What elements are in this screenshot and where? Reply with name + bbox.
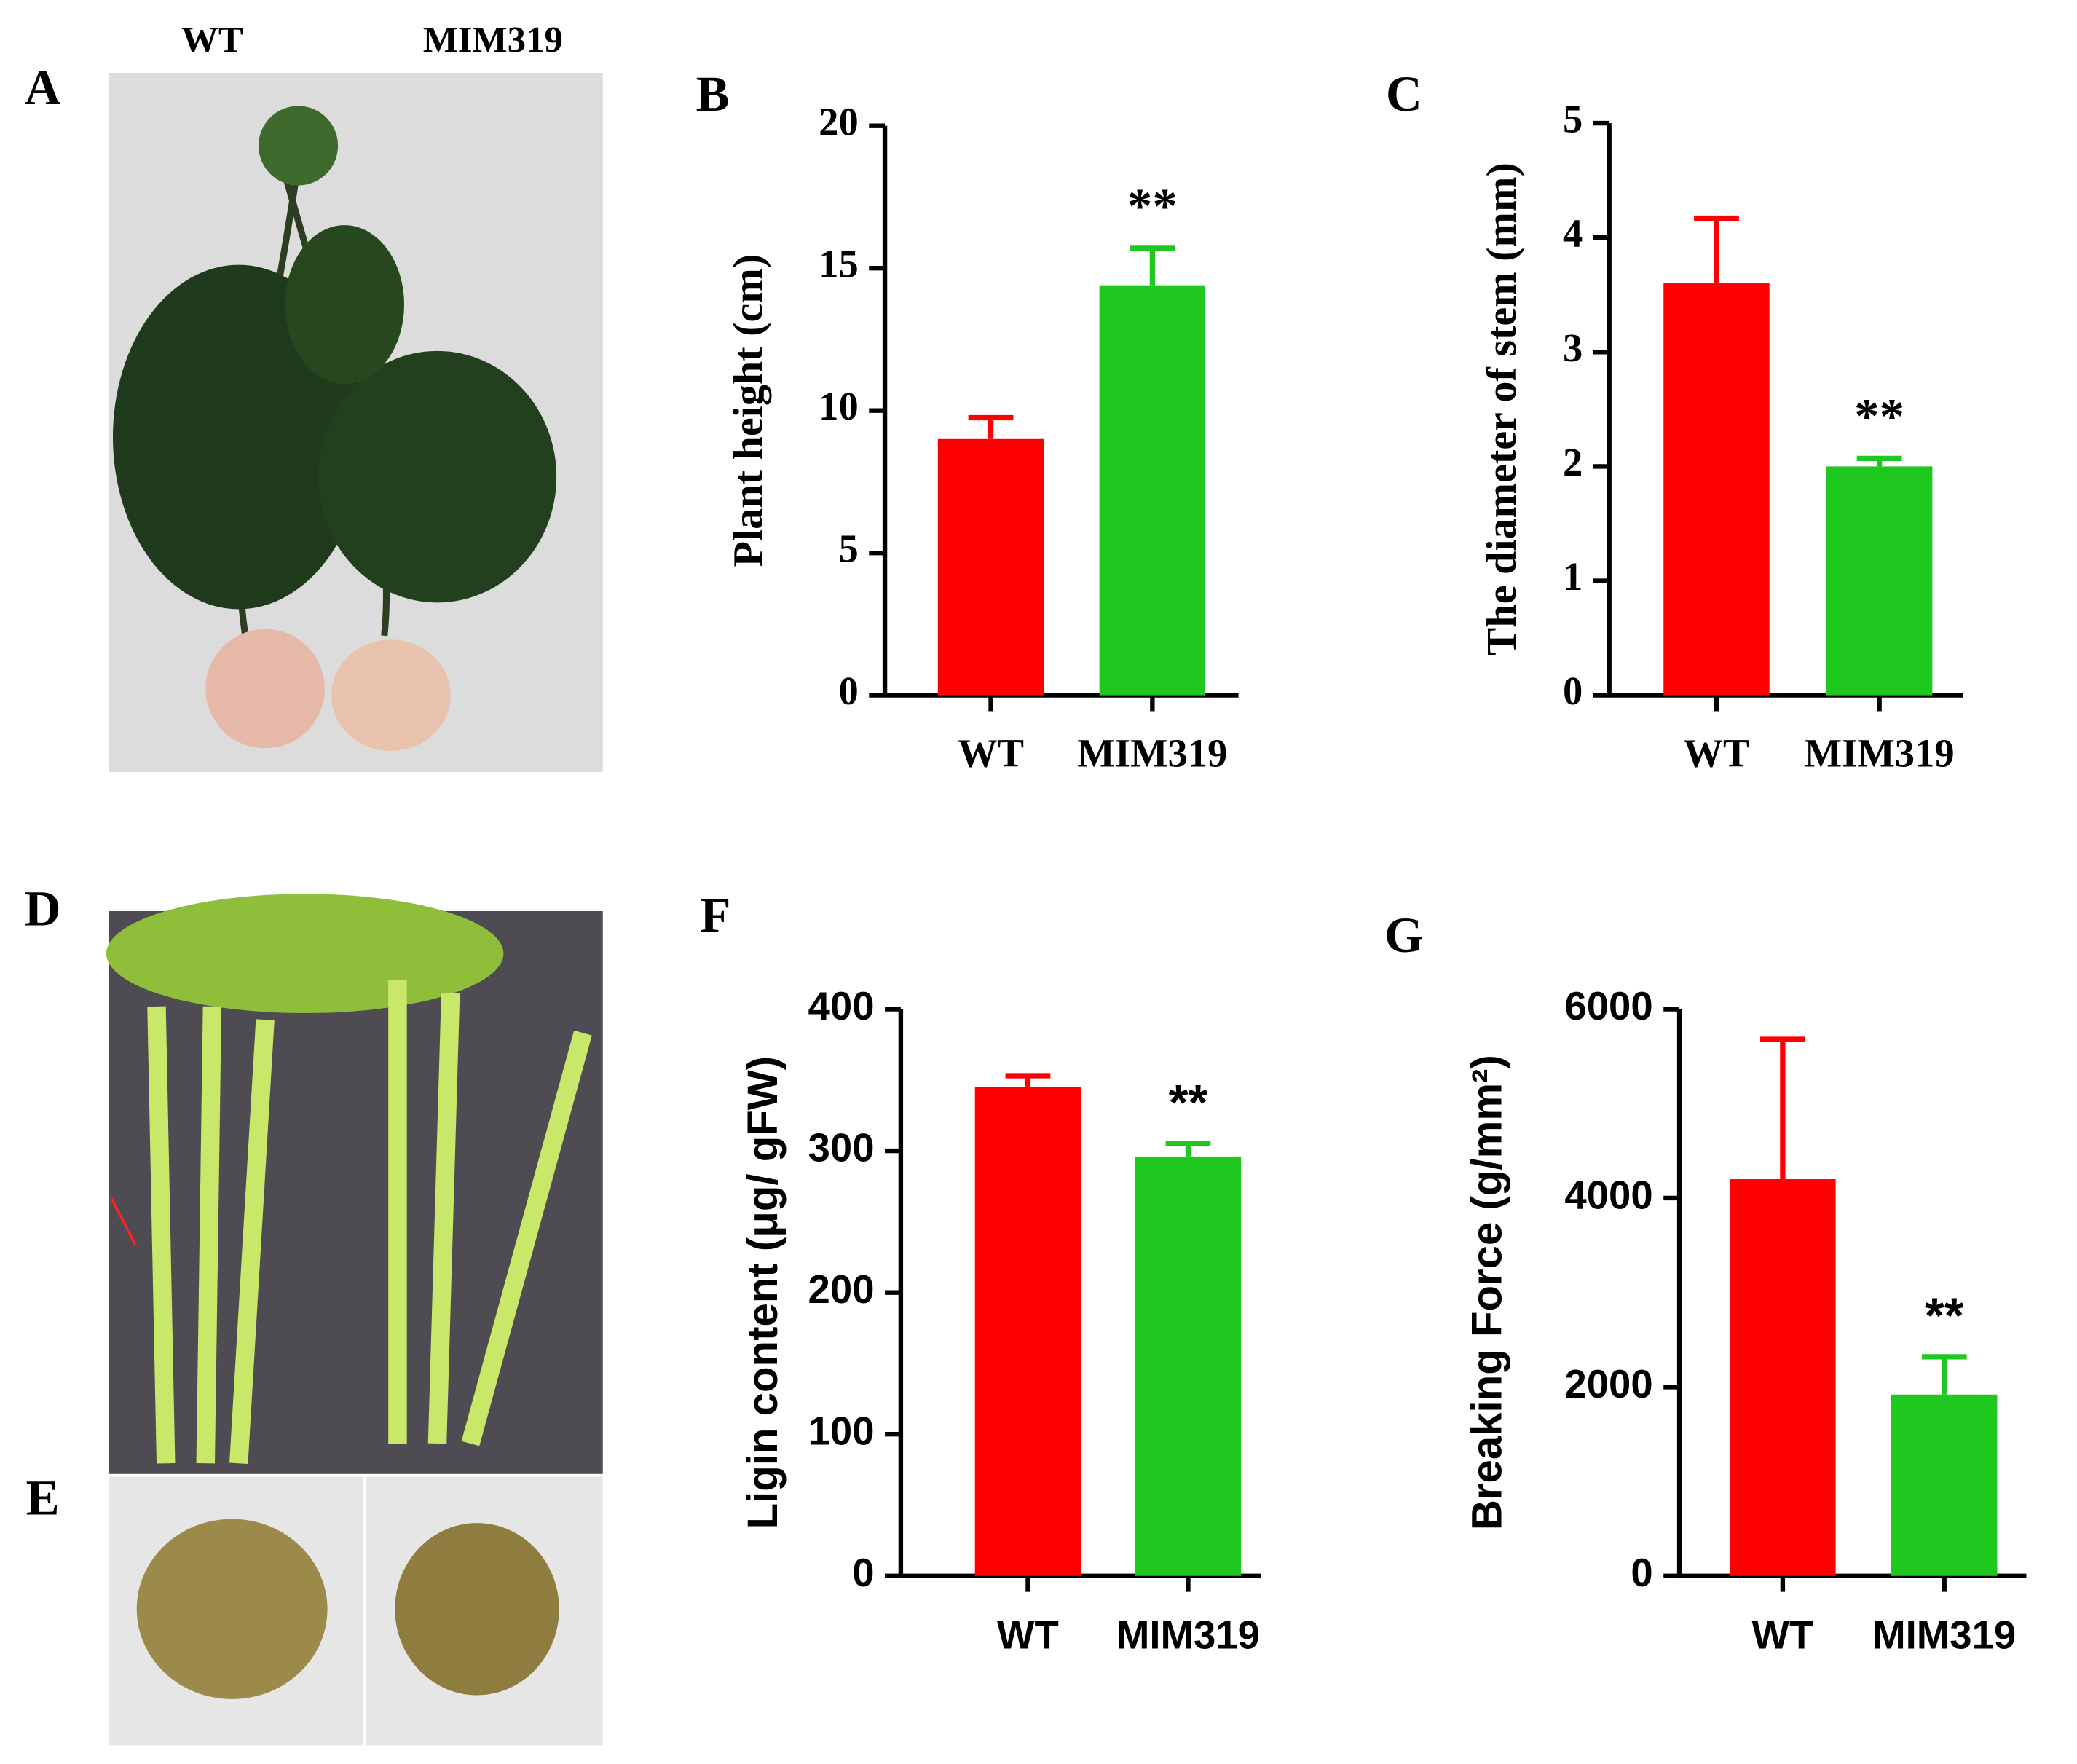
bar <box>1891 1394 1998 1576</box>
bar <box>974 1087 1081 1576</box>
significance-label: ** <box>1127 178 1178 234</box>
y-tick-label: 15 <box>819 242 859 286</box>
panel-label: F <box>700 887 730 943</box>
significance-label: ** <box>1169 1074 1208 1131</box>
y-tick-label: 0 <box>1563 669 1583 713</box>
photo-plants <box>109 73 603 773</box>
bar <box>1730 1179 1836 1576</box>
error-bar <box>1921 1354 1967 1395</box>
error-bar <box>1165 1141 1211 1157</box>
panel-label: E <box>26 1470 60 1526</box>
bar <box>1663 283 1770 696</box>
significance-label: ** <box>1854 387 1904 444</box>
photo-powder <box>109 1476 603 1746</box>
y-tick-label: 2000 <box>1564 1362 1652 1406</box>
x-tick-label: WT <box>1684 731 1750 776</box>
y-tick-label: 5 <box>838 527 858 571</box>
panel-label: A <box>25 59 61 115</box>
x-tick-label: MIM319 <box>1116 1613 1260 1658</box>
error-bar <box>968 414 1014 439</box>
y-tick-label: 100 <box>808 1409 875 1454</box>
y-axis-label: The diameter of stem (mm) <box>1478 162 1525 655</box>
panel-label: C <box>1386 66 1422 122</box>
y-tick-label: 5 <box>1563 97 1583 141</box>
x-tick-label: WT <box>1752 1613 1814 1658</box>
panel-label: G <box>1384 907 1424 963</box>
x-tick-label: MIM319 <box>1077 731 1227 776</box>
y-tick-label: 1 <box>1563 554 1583 599</box>
photo-label: MIM319 <box>423 20 563 61</box>
y-axis-label: Ligin content (μg/ gFW) <box>739 1056 787 1529</box>
y-tick-label: 0 <box>852 1551 874 1595</box>
photo-stems <box>106 894 603 1474</box>
y-tick-label: 200 <box>808 1267 875 1312</box>
y-tick-label: 4 <box>1563 211 1583 256</box>
error-bar <box>1759 1036 1805 1180</box>
significance-label: ** <box>1925 1287 1964 1344</box>
y-tick-label: 3 <box>1563 326 1583 370</box>
y-axis-label: Plant height (cm) <box>725 254 772 567</box>
y-axis-label: Breaking Force (g/mm²) <box>1463 1055 1510 1530</box>
x-tick-label: WT <box>997 1613 1059 1658</box>
y-tick-label: 6000 <box>1564 984 1652 1028</box>
x-tick-label: MIM319 <box>1872 1613 2016 1658</box>
panel-label: D <box>25 880 61 936</box>
error-bar <box>1856 455 1902 467</box>
bar <box>1135 1156 1242 1576</box>
x-tick-label: MIM319 <box>1805 731 1955 776</box>
bar <box>937 438 1044 696</box>
photo-label: WT <box>181 20 243 61</box>
y-tick-label: 2 <box>1563 440 1583 484</box>
x-tick-label: WT <box>958 731 1024 776</box>
y-tick-label: 20 <box>819 99 859 143</box>
bar <box>1826 466 1933 696</box>
y-tick-label: 400 <box>808 984 875 1028</box>
y-tick-label: 0 <box>838 669 858 713</box>
panel-label: B <box>696 66 730 122</box>
error-bar <box>1694 215 1739 284</box>
y-tick-label: 300 <box>808 1126 875 1170</box>
error-bar <box>1130 245 1175 286</box>
y-tick-label: 0 <box>1631 1551 1652 1595</box>
y-tick-label: 4000 <box>1564 1173 1652 1217</box>
bar <box>1099 285 1206 696</box>
y-tick-label: 10 <box>819 384 859 428</box>
error-bar <box>1005 1073 1051 1087</box>
